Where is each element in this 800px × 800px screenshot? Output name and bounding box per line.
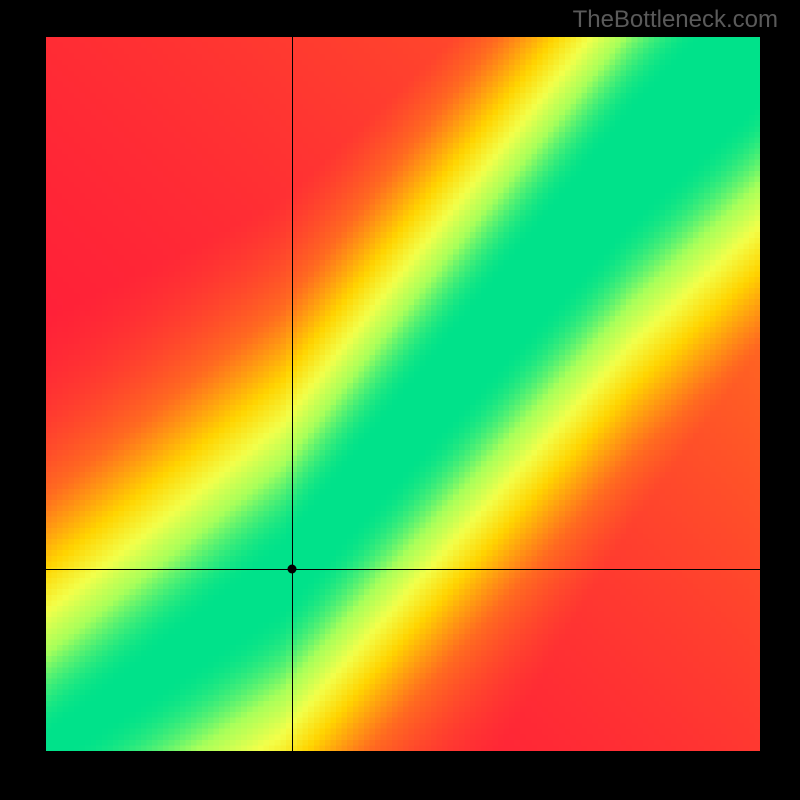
marker-dot (288, 564, 297, 573)
watermark-text: TheBottleneck.com (573, 6, 778, 34)
chart-container: TheBottleneck.com (0, 0, 800, 800)
crosshair-vertical (292, 37, 293, 751)
crosshair-horizontal (46, 569, 760, 570)
heatmap-canvas (46, 37, 760, 751)
plot-area (46, 37, 760, 751)
